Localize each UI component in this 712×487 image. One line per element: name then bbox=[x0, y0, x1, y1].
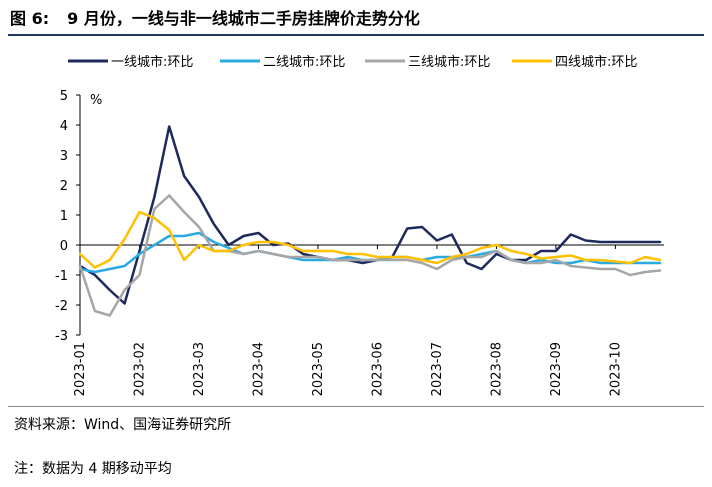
y-tick-label: -2 bbox=[55, 299, 68, 314]
y-tick-label: 3 bbox=[60, 149, 68, 164]
series-line-1 bbox=[78, 125, 662, 305]
figure-number: 图 6: bbox=[10, 9, 50, 28]
x-tick-label: 2023-08 bbox=[489, 342, 504, 396]
x-tick-label: 2023-02 bbox=[132, 342, 147, 396]
x-tick-label: 2023-05 bbox=[311, 342, 326, 396]
y-tick-label: 0 bbox=[60, 239, 68, 254]
x-tick-label: 2023-10 bbox=[608, 342, 623, 396]
y-tick-label: 4 bbox=[60, 119, 68, 134]
y-tick-label: -1 bbox=[55, 269, 68, 284]
legend-label-1: 一线城市:环比 bbox=[111, 54, 193, 70]
y-tick-label: -3 bbox=[55, 329, 68, 344]
series-line-4 bbox=[78, 210, 662, 269]
legend-label-2: 二线城市:环比 bbox=[263, 54, 345, 70]
source-divider bbox=[8, 406, 704, 407]
x-tick-label: 2023-01 bbox=[73, 342, 88, 396]
y-tick-label: 2 bbox=[60, 179, 68, 194]
series-line-3 bbox=[78, 194, 662, 317]
line-chart: 5 4 3 2 1 0 -1 -2 -3% 2023-01 2023-02 2023-03 2023-0… bbox=[55, 54, 664, 396]
y-tick-label: 5 bbox=[60, 89, 68, 104]
legend-label-4: 四线城市:环比 bbox=[555, 54, 637, 70]
x-tick-label: 2023-04 bbox=[251, 342, 266, 396]
legend-label-3: 三线城市:环比 bbox=[408, 54, 490, 70]
x-tick-label: 2023-03 bbox=[192, 342, 207, 396]
figure-title-bar: 图 6: 9 月份，一线与非一线城市二手房挂牌价走势分化 bbox=[8, 2, 704, 32]
x-tick-label: 2023-09 bbox=[549, 342, 564, 396]
footnote: 注：数据为 4 期移动平均 bbox=[14, 461, 172, 477]
y-axis-unit: % bbox=[90, 93, 102, 108]
x-tick-label: 2023-06 bbox=[370, 342, 385, 396]
x-tick-label: 2023-07 bbox=[430, 342, 445, 396]
figure-title: 9 月份，一线与非一线城市二手房挂牌价走势分化 bbox=[67, 9, 420, 28]
source-note: 资料来源：Wind、国海证券研究所 bbox=[14, 417, 232, 433]
y-tick-label: 1 bbox=[60, 209, 68, 224]
title-divider bbox=[8, 34, 704, 36]
